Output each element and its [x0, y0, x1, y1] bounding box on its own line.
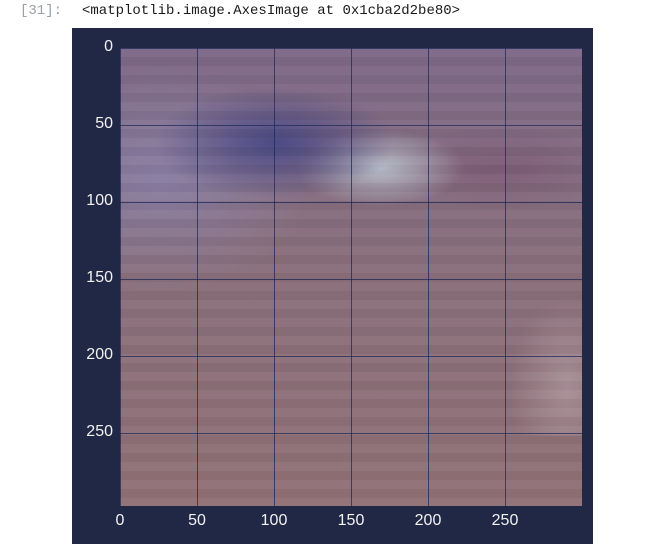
matplotlib-figure: 0 50 100 150 200 250 0 50 100 150 200 25…: [72, 28, 593, 544]
y-tick-label: 50: [95, 115, 113, 132]
grid-line-x: [197, 48, 198, 506]
y-tick-label: 150: [86, 269, 113, 286]
grid-line-y: [120, 279, 582, 280]
cell-output-text: <matplotlib.image.AxesImage at 0x1cba2d2…: [82, 3, 461, 19]
x-tick-label: 200: [414, 512, 442, 529]
grid-line-x: [505, 48, 506, 506]
x-tick-label: 50: [188, 512, 206, 529]
y-tick-label: 200: [86, 346, 113, 363]
cell-prompt: [31]:: [20, 3, 63, 19]
image-highlight: [507, 296, 582, 436]
grid-line-x: [274, 48, 275, 506]
x-tick-label: 250: [491, 512, 519, 529]
x-tick-label: 0: [115, 512, 125, 529]
grid-line-y: [120, 433, 582, 434]
grid-line-x: [351, 48, 352, 506]
grid-line-y: [120, 125, 582, 126]
grid-line-y: [120, 48, 582, 49]
y-tick-label: 250: [86, 423, 113, 440]
grid-line-y: [120, 356, 582, 357]
x-tick-label: 100: [260, 512, 288, 529]
grid-line-x: [428, 48, 429, 506]
x-tick-label: 150: [337, 512, 365, 529]
image-plot-area: [120, 48, 582, 506]
y-tick-label: 0: [104, 38, 113, 55]
y-tick-label: 100: [86, 192, 113, 209]
grid-line-y: [120, 202, 582, 203]
grid-line-x: [120, 48, 121, 506]
